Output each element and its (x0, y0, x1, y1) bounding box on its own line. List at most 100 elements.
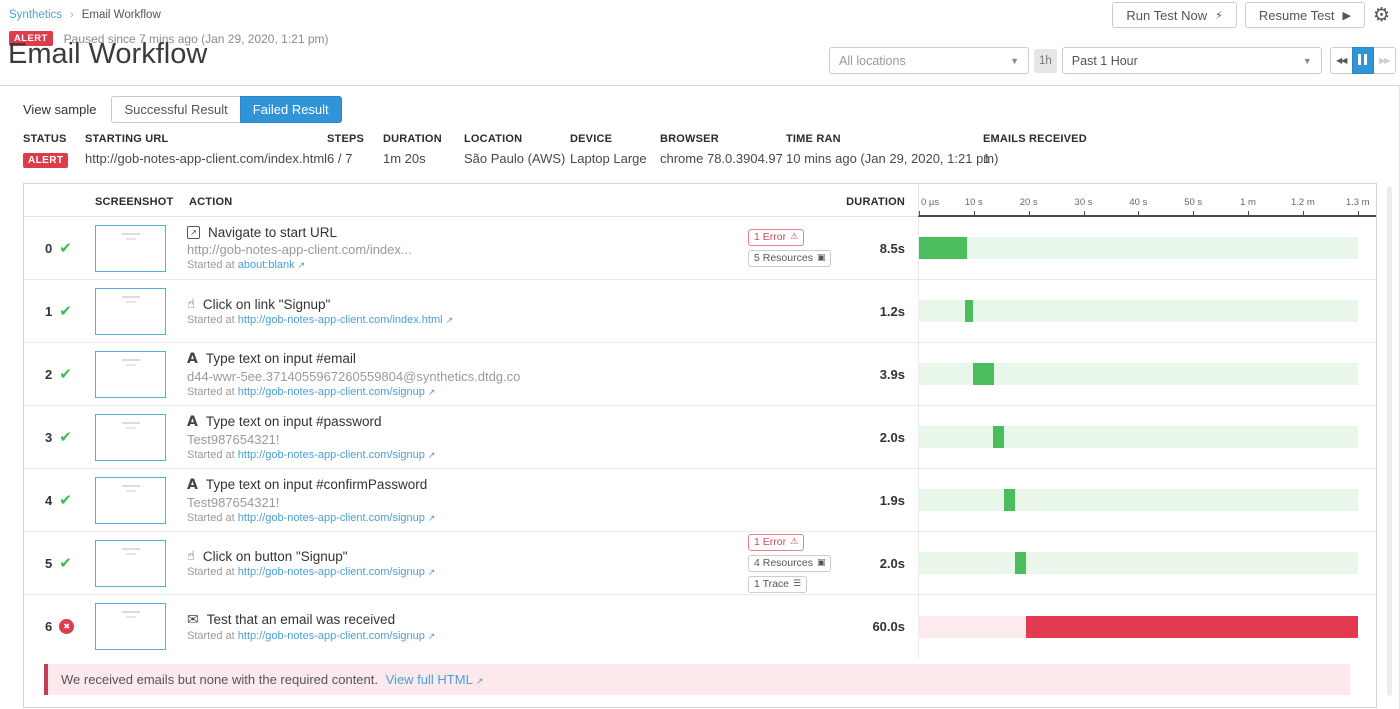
step-badges: 1 Error ⚠ 5 Resources ▣ (748, 229, 843, 267)
time-range-value: Past 1 Hour (1071, 53, 1138, 68)
resources-badge[interactable]: 5 Resources ▣ (748, 250, 832, 267)
resources-badge[interactable]: 4 Resources ▣ (748, 554, 832, 572)
step-screenshot-thumbnail[interactable] (95, 350, 166, 398)
started-at-label: Started at (187, 385, 235, 398)
main-content: View sample Successful Result Failed Res… (0, 85, 1400, 709)
step-duration: 1.9s (879, 492, 905, 508)
step-pass-icon: ✔ (59, 302, 72, 320)
gear-icon: ⚙ (1372, 3, 1390, 26)
status-line: ALERT Paused since 7 mins ago (Jan 29, 2… (9, 31, 329, 46)
started-at-link[interactable]: http://gob-notes-app-client.com/signup (237, 385, 425, 398)
external-link-icon: ↗ (427, 631, 436, 642)
error-badge[interactable]: 1 Error ⚠ (748, 533, 805, 551)
external-link-icon: ↗ (297, 261, 306, 271)
timeline-bar-track (919, 300, 1358, 322)
fast-forward-button[interactable]: ▶▶ (1373, 47, 1396, 74)
step-index: 2 (45, 366, 53, 382)
cursor-click-icon: ☝ (187, 548, 195, 564)
step-screenshot-thumbnail[interactable] (95, 413, 166, 461)
resume-test-button[interactable]: Resume Test ▶ (1244, 2, 1365, 28)
trace-badge-icon: ☰ (793, 578, 802, 589)
scrollbar[interactable] (1387, 186, 1392, 696)
timeline-tick-label: 30 s (1074, 197, 1093, 208)
step-timeline (918, 217, 1376, 279)
step-screenshot-thumbnail[interactable] (95, 476, 166, 524)
step-screenshot-thumbnail[interactable] (95, 224, 166, 272)
step-timeline (918, 406, 1376, 468)
step-index: 0 (45, 240, 53, 256)
timeline-tick-mark (1193, 211, 1195, 215)
step-screenshot-thumbnail[interactable] (95, 287, 166, 335)
view-full-html-link[interactable]: View full HTML (385, 672, 473, 687)
timeline-bar-track (919, 552, 1358, 574)
step-index: 4 (45, 492, 53, 508)
breadcrumb-synthetics-link[interactable]: Synthetics (9, 9, 63, 21)
breadcrumb-separator-icon: › (70, 9, 74, 21)
locations-select[interactable]: All locations ▼ (829, 47, 1029, 74)
started-at-label: Started at (187, 629, 235, 642)
rewind-button[interactable]: ◀◀ (1329, 47, 1352, 74)
step-row: 1 ✔ ☝ Click on link "Signup" Started at … (24, 280, 1376, 343)
step-duration: 60.0s (872, 619, 905, 634)
type-text-icon: A (187, 476, 198, 493)
step-action-subtitle: Test987654321! (187, 431, 280, 447)
started-at-label: Started at (187, 313, 235, 326)
summary-location: LOCATION São Paulo (AWS) (464, 133, 566, 166)
started-at-link[interactable]: http://gob-notes-app-client.com/signup (237, 511, 425, 524)
timeline-bar-segment (993, 426, 1004, 448)
time-range-select[interactable]: Past 1 Hour ▼ (1061, 47, 1322, 74)
started-at-link[interactable]: http://gob-notes-app-client.com/index.ht… (237, 313, 443, 326)
started-at-link[interactable]: http://gob-notes-app-client.com/signup (237, 565, 425, 578)
step-screenshot-thumbnail[interactable] (95, 603, 166, 650)
run-test-now-label: Run Test Now (1126, 7, 1208, 23)
timeline-tick-mark (919, 211, 920, 215)
alert-status-badge: ALERT (9, 31, 53, 46)
step-started-at: Started at http://gob-notes-app-client.c… (187, 386, 748, 398)
external-link-icon: ↗ (187, 226, 200, 239)
timeline-tick-label: 40 s (1129, 197, 1148, 208)
summary-time-ran: TIME RAN 10 mins ago (Jan 29, 2020, 1:21… (786, 133, 999, 166)
step-started-at: Started at http://gob-notes-app-client.c… (187, 566, 748, 578)
started-at-link[interactable]: about:blank (237, 259, 295, 271)
settings-button[interactable]: ⚙ (1372, 3, 1390, 26)
error-badge[interactable]: 1 Error ⚠ (748, 229, 805, 246)
timeline-tick-label: 20 s (1019, 197, 1038, 208)
timeline-tick-label: 1.2 m (1290, 197, 1315, 208)
step-pass-icon: ✔ (59, 554, 72, 572)
timeline-tick-label: 0 µs (921, 197, 940, 208)
timeline-tick-mark (1248, 211, 1250, 215)
summary-alert-badge: ALERT (23, 153, 69, 168)
tab-failed-result[interactable]: Failed Result (239, 96, 342, 123)
timeline-bar-segment (1015, 552, 1026, 574)
step-duration: 2.0s (879, 429, 905, 445)
step-row: 6 ✖ ✉ Test that an email was received St… (24, 595, 1376, 658)
step-duration: 8.5s (879, 240, 905, 256)
screenshot-column-header: SCREENSHOT (95, 196, 174, 208)
step-index: 3 (45, 429, 53, 445)
pause-button[interactable] (1351, 47, 1374, 74)
lightning-icon: ⚡ (1215, 8, 1223, 22)
breadcrumb-current: Email Workflow (81, 9, 161, 21)
summary-browser: BROWSER chrome 78.0.3904.97 (660, 133, 783, 166)
step-pass-icon: ✔ (59, 491, 72, 509)
play-icon: ▶ (1342, 8, 1351, 22)
external-link-icon: ↗ (427, 450, 436, 461)
tab-successful-result[interactable]: Successful Result (111, 96, 241, 123)
timeline-axis: 0 µs 10 s 20 s 30 s 40 s 50 s 1 m 1.2 m 1.3 m (918, 184, 1376, 217)
view-sample-label: View sample (23, 102, 97, 117)
step-duration: 1.2s (879, 303, 905, 319)
timeline-bar-segment (972, 363, 995, 385)
steps-rows: 0 ✔ ↗ Navigate to start URL http://gob-n… (24, 217, 1376, 658)
resume-test-label: Resume Test (1258, 7, 1335, 23)
step-action-title: Test that an email was received (206, 612, 396, 627)
page-title: Email Workflow (8, 38, 208, 70)
started-at-link[interactable]: http://gob-notes-app-client.com/signup (237, 448, 425, 461)
started-at-link[interactable]: http://gob-notes-app-client.com/signup (237, 629, 425, 642)
step-started-at: Started at http://gob-notes-app-client.c… (187, 630, 748, 642)
run-test-now-button[interactable]: Run Test Now ⚡ (1112, 2, 1237, 28)
step-action-title: Type text on input #password (205, 414, 382, 429)
timeline-bar-segment (919, 237, 968, 259)
trace-badge[interactable]: 1 Trace ☰ (748, 575, 808, 593)
step-pass-icon: ✔ (59, 365, 72, 383)
step-screenshot-thumbnail[interactable] (95, 539, 166, 587)
